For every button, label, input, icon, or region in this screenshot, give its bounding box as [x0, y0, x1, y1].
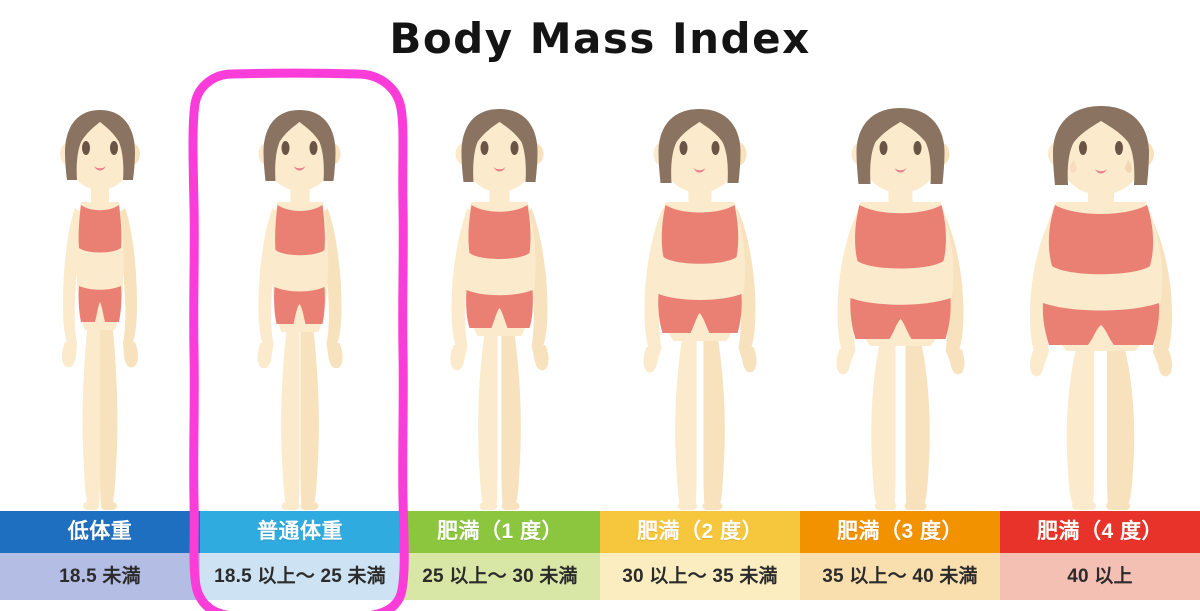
legend-category-label: 低体重: [0, 511, 200, 553]
female-body-figure: [450, 109, 549, 510]
legend-range-label: 25 以上～ 30 未満: [400, 553, 600, 600]
figure-row: [0, 78, 1200, 510]
legend-col-obesity-3[interactable]: 肥満（3 度） 35 以上～ 40 未満: [800, 511, 1000, 600]
female-body-figure: [1030, 106, 1172, 510]
page-title: Body Mass Index: [389, 14, 811, 63]
legend-col-underweight[interactable]: 低体重 18.5 未満: [0, 511, 200, 600]
figure-cell-obesity-2: [600, 78, 800, 510]
legend-col-obesity-2[interactable]: 肥満（2 度） 30 以上～ 35 未満: [600, 511, 800, 600]
legend-col-normal[interactable]: 普通体重 18.5 以上～ 25 未満: [200, 511, 400, 600]
female-body-figure: [60, 110, 140, 510]
legend-category-label: 普通体重: [200, 511, 400, 553]
legend-range-label: 35 以上～ 40 未満: [800, 553, 1000, 600]
legend-col-obesity-1[interactable]: 肥満（1 度） 25 以上～ 30 未満: [400, 511, 600, 600]
female-body-figure: [836, 108, 965, 510]
legend-category-label: 肥満（3 度）: [800, 511, 1000, 553]
legend-category-label: 肥満（2 度）: [600, 511, 800, 553]
figure-cell-obesity-1: [400, 78, 600, 510]
legend-col-obesity-4[interactable]: 肥満（4 度） 40 以上: [1000, 511, 1200, 600]
figure-cell-normal: [200, 78, 400, 510]
legend-range-label: 18.5 未満: [0, 553, 200, 600]
bmi-legend: 低体重 18.5 未満 普通体重 18.5 以上～ 25 未満 肥満（1 度） …: [0, 511, 1200, 600]
figure-cell-obesity-3: [800, 78, 1000, 510]
legend-range-label: 40 以上: [1000, 553, 1200, 600]
female-body-figure: [257, 110, 343, 510]
figure-cell-underweight: [0, 78, 200, 510]
figure-cell-obesity-4: [1000, 78, 1200, 510]
legend-range-label: 30 以上～ 35 未満: [600, 553, 800, 600]
legend-category-label: 肥満（4 度）: [1000, 511, 1200, 553]
legend-category-label: 肥満（1 度）: [400, 511, 600, 553]
female-body-figure: [643, 109, 757, 510]
legend-range-label: 18.5 以上～ 25 未満: [200, 553, 400, 600]
